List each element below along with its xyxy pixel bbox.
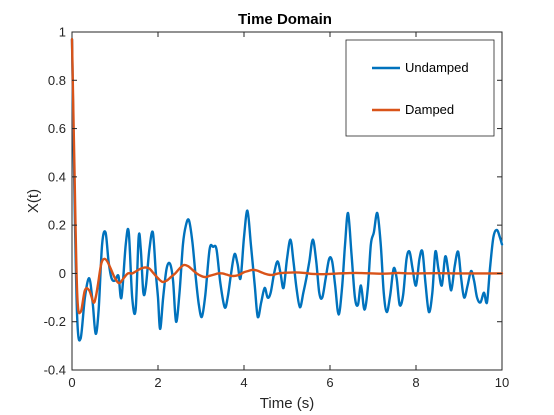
- legend: Undamped Damped: [345, 39, 495, 137]
- y-tick-label-0: -0.4: [44, 363, 66, 378]
- x-tick-label-1: 2: [154, 375, 161, 390]
- x-tick-label-3: 6: [326, 375, 333, 390]
- x-axis-label: Time (s): [260, 395, 314, 412]
- axis-layer: 0 2 4 6 8 10 -0.4 -0.2 0 0.2 0.4 0.6 0.8 1: [44, 25, 510, 391]
- y-tick-label-6: 0.8: [48, 73, 66, 88]
- x-tick-label-2: 4: [240, 375, 247, 390]
- legend-undamped-label: Undamped: [405, 60, 469, 75]
- x-tick-label-0: 0: [68, 375, 75, 390]
- series-layer: [70, 38, 504, 342]
- y-tick-label-7: 1: [59, 25, 66, 40]
- chart-title: Time Domain: [238, 11, 332, 28]
- series-line-damped: [70, 38, 504, 315]
- y-tick-label-2: 0: [59, 266, 66, 281]
- y-tick-label-3: 0.2: [48, 218, 66, 233]
- y-axis-label: X(t): [25, 189, 42, 213]
- y-tick-label-1: -0.2: [44, 314, 66, 329]
- series-line-undamped: [70, 38, 504, 342]
- y-tick-label-4: 0.4: [48, 169, 66, 184]
- y-tick-label-5: 0.6: [48, 121, 66, 136]
- legend-box: [345, 39, 495, 137]
- legend-damped-label: Damped: [405, 102, 454, 117]
- x-tick-label-5: 10: [495, 375, 509, 390]
- x-tick-label-4: 8: [412, 375, 419, 390]
